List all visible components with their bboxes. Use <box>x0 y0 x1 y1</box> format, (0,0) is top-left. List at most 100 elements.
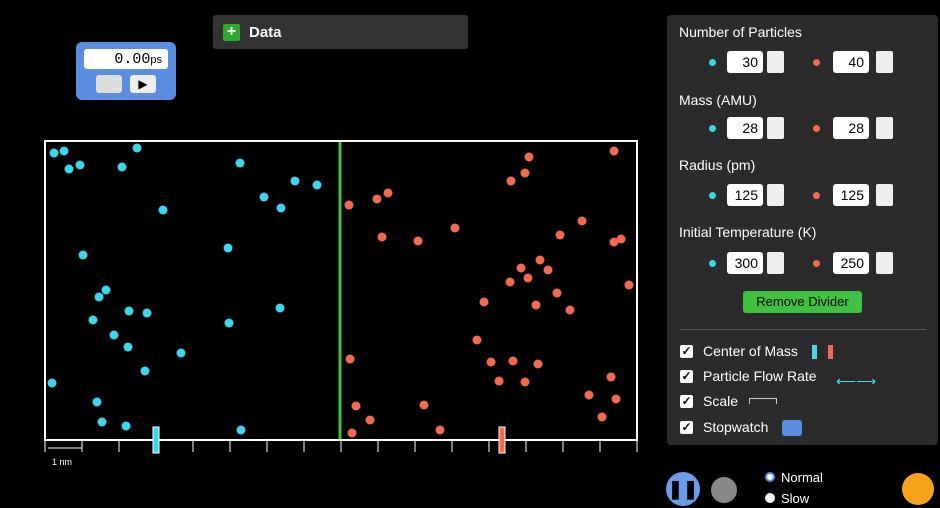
heavy-particle <box>531 300 541 310</box>
light-particle <box>275 303 285 313</box>
light-particle <box>312 180 322 190</box>
light-particle <box>123 342 133 352</box>
spinner[interactable] <box>767 117 784 139</box>
light-particle <box>47 378 57 388</box>
checkbox[interactable]: ✓ <box>680 369 693 383</box>
option-label: Scale <box>703 393 739 409</box>
step-button[interactable] <box>711 477 737 503</box>
checkbox[interactable]: ✓ <box>680 344 693 358</box>
label: Number of Particles <box>679 24 802 40</box>
play-watch[interactable]: ▶ <box>130 75 156 93</box>
expand-icon[interactable]: + <box>223 24 240 41</box>
light-particle <box>132 143 142 153</box>
heavy-particle <box>606 372 616 382</box>
reset-watch[interactable] <box>96 75 122 93</box>
checkbox[interactable]: ✓ <box>680 394 693 408</box>
radio-normal[interactable] <box>765 472 775 482</box>
heavy-particle <box>616 234 626 244</box>
light-particle <box>224 318 234 328</box>
heavy-particle <box>344 200 354 210</box>
heavy-particle <box>450 223 460 233</box>
heavy-particle <box>419 400 429 410</box>
light-particle <box>176 348 186 358</box>
value-box[interactable]: 300 <box>727 252 763 274</box>
light-particle <box>259 192 269 202</box>
spinner[interactable] <box>767 252 784 274</box>
light-particle <box>59 146 69 156</box>
light-particle <box>94 292 104 302</box>
scale-icon <box>749 398 777 404</box>
light-particle <box>140 366 150 376</box>
light-particle <box>117 162 127 172</box>
heavy-particle <box>413 236 423 246</box>
light-particle <box>78 250 88 260</box>
light-particle <box>88 315 98 325</box>
data-panel[interactable]: + Data <box>213 15 468 49</box>
value-box[interactable]: 28 <box>727 117 763 139</box>
spinner[interactable] <box>876 117 893 139</box>
light-particle <box>223 243 233 253</box>
radio-slow[interactable] <box>765 493 775 503</box>
value-box[interactable]: 125 <box>833 184 869 206</box>
heavy-particle <box>345 354 355 364</box>
control-panel <box>667 15 938 445</box>
light-particle <box>109 330 119 340</box>
value-box[interactable]: 40 <box>833 51 869 73</box>
value-box[interactable]: 30 <box>727 51 763 73</box>
heavy-particle <box>506 176 516 186</box>
light-particle <box>276 203 286 213</box>
spinner[interactable] <box>876 184 893 206</box>
heavy-particle <box>552 288 562 298</box>
heavy-particle <box>555 230 565 240</box>
label: Mass (AMU) <box>679 92 757 108</box>
data-title: Data <box>249 24 282 41</box>
light-particle <box>158 205 168 215</box>
spinner[interactable] <box>876 51 893 73</box>
heavy-particle <box>524 152 534 162</box>
heavy-particle <box>520 377 530 387</box>
stopwatch[interactable]: 0.00ps ▶ <box>76 42 176 100</box>
value-box[interactable]: 250 <box>833 252 869 274</box>
heavy-dot <box>813 260 820 267</box>
checkbox[interactable]: ✓ <box>680 420 693 434</box>
heavy-particle <box>351 401 361 411</box>
heavy-particle <box>597 412 607 422</box>
heavy-particle <box>383 188 393 198</box>
heavy-particle <box>365 415 375 425</box>
light-particle <box>290 176 300 186</box>
com-icon <box>828 345 833 359</box>
heavy-dot <box>813 192 820 199</box>
light-dot <box>709 59 716 66</box>
light-dot <box>709 125 716 132</box>
heavy-particle <box>472 335 482 345</box>
heavy-dot <box>813 125 820 132</box>
label: Radius (pm) <box>679 157 756 173</box>
normal-label: Normal <box>781 470 823 485</box>
flow-icon: ⟵⟶ <box>836 373 877 389</box>
heavy-particle <box>435 425 445 435</box>
stopwatch-display: 0.00ps <box>84 49 168 69</box>
remove-divider[interactable]: Remove Divider <box>743 291 862 313</box>
heavy-particle <box>543 265 553 275</box>
stopwatch-icon <box>782 420 802 436</box>
light-particle <box>97 417 107 427</box>
light-particle <box>64 164 74 174</box>
light-particle <box>121 421 131 431</box>
light-particle <box>142 308 152 318</box>
heavy-particle <box>609 146 619 156</box>
com-icon <box>812 345 817 359</box>
light-particle <box>235 158 245 168</box>
value-box[interactable]: 28 <box>833 117 869 139</box>
spinner[interactable] <box>876 252 893 274</box>
heavy-particle <box>505 277 515 287</box>
separator <box>680 329 926 330</box>
heavy-particle <box>494 376 504 386</box>
reset-all[interactable] <box>902 473 934 505</box>
pause-button[interactable]: ❚❚ <box>666 472 700 506</box>
spinner[interactable] <box>767 184 784 206</box>
spinner[interactable] <box>767 51 784 73</box>
heavy-particle <box>609 237 619 247</box>
value-box[interactable]: 125 <box>727 184 763 206</box>
heavy-particle <box>611 394 621 404</box>
light-particle <box>49 148 59 158</box>
